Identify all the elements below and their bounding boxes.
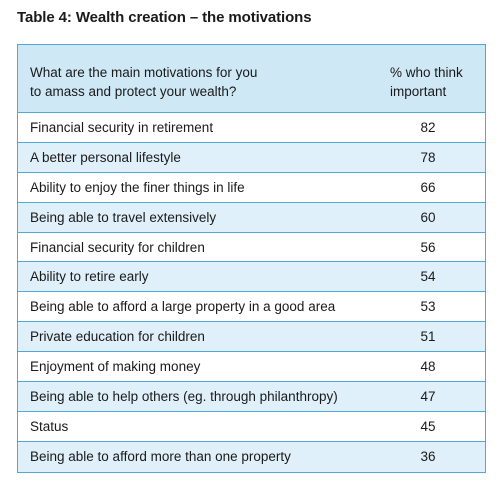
row-value: 66 bbox=[420, 179, 436, 195]
table-row: Being able to help others (eg. through p… bbox=[18, 382, 485, 412]
row-label: Ability to retire early bbox=[30, 269, 149, 285]
question-header: What are the main motivations for you to… bbox=[30, 63, 330, 101]
row-label: Private education for children bbox=[30, 329, 205, 345]
table-title: Table 4: Wealth creation – the motivatio… bbox=[17, 9, 312, 26]
row-label: Ability to enjoy the finer things in lif… bbox=[30, 179, 245, 195]
row-value: 54 bbox=[420, 269, 436, 285]
row-value: 60 bbox=[420, 209, 436, 225]
row-value: 56 bbox=[420, 239, 436, 255]
row-label: Enjoyment of making money bbox=[30, 359, 201, 375]
row-label: Being able to travel extensively bbox=[30, 209, 217, 225]
percent-header-line-1: % who think bbox=[390, 65, 463, 80]
row-label: Being able to afford more than one prope… bbox=[30, 448, 291, 464]
table-row: A better personal lifestyle 78 bbox=[18, 142, 485, 173]
table-row: Being able to afford more than one prope… bbox=[18, 441, 485, 472]
row-label: Status bbox=[30, 418, 69, 434]
table-row: Status 45 bbox=[18, 412, 485, 442]
percent-header: % who think important bbox=[390, 63, 485, 101]
table-row: Enjoyment of making money 48 bbox=[18, 352, 485, 383]
table-row: Private education for children 51 bbox=[18, 322, 485, 353]
table-header: What are the main motivations for you to… bbox=[18, 45, 485, 113]
question-header-line-1: What are the main motivations for you bbox=[30, 65, 258, 80]
table-row: Ability to enjoy the finer things in lif… bbox=[18, 173, 485, 203]
question-header-line-2: to amass and protect your wealth? bbox=[30, 84, 237, 99]
row-value: 53 bbox=[420, 299, 436, 315]
row-value: 78 bbox=[420, 149, 436, 165]
table-row: Ability to retire early 54 bbox=[18, 262, 485, 293]
table-row: Financial security in retirement 82 bbox=[18, 113, 485, 143]
row-value: 82 bbox=[420, 120, 436, 135]
row-label: Being able to help others (eg. through p… bbox=[30, 389, 338, 405]
row-value: 36 bbox=[420, 448, 436, 464]
percent-header-line-2: important bbox=[390, 84, 447, 99]
motivations-table: What are the main motivations for you to… bbox=[17, 44, 486, 473]
table-row: Financial security for children 56 bbox=[18, 233, 485, 263]
table-row: Being able to afford a large property in… bbox=[18, 292, 485, 323]
row-value: 45 bbox=[420, 418, 436, 434]
row-label: Financial security for children bbox=[30, 239, 205, 255]
table-row: Being able to travel extensively 60 bbox=[18, 202, 485, 233]
row-label: Financial security in retirement bbox=[30, 120, 214, 135]
row-label: A better personal lifestyle bbox=[30, 149, 181, 165]
row-value: 47 bbox=[420, 389, 436, 405]
row-value: 51 bbox=[420, 329, 436, 345]
row-value: 48 bbox=[420, 359, 436, 375]
row-label: Being able to afford a large property in… bbox=[30, 299, 336, 315]
